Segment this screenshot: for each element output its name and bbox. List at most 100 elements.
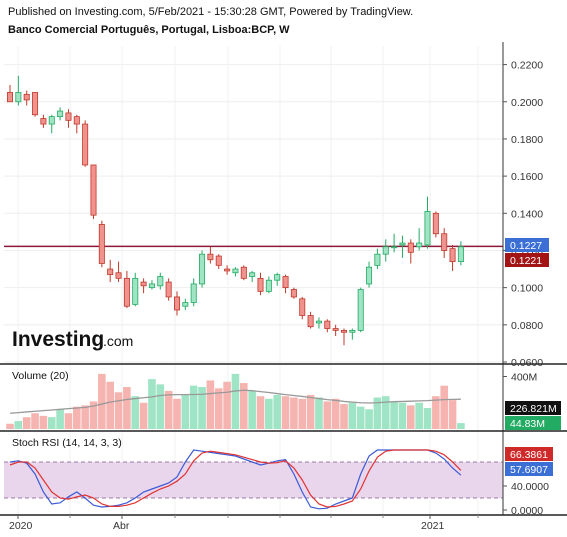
candle (315, 317, 322, 329)
volume-bar (181, 394, 190, 429)
candle (132, 272, 139, 307)
rsi-tag (505, 462, 553, 476)
candle (340, 328, 347, 346)
candle-body (224, 268, 231, 272)
candle-body (107, 268, 114, 276)
price-tick-label: 0.0800 (511, 320, 543, 332)
volume-bar (432, 396, 440, 429)
candle (240, 265, 247, 281)
volume-bar (373, 397, 382, 429)
candle (123, 270, 130, 309)
price-tag-label: 0.1227 (510, 240, 542, 252)
volume-bar (323, 401, 332, 429)
candle (274, 272, 281, 286)
price-tick-label: 0.1600 (511, 171, 543, 183)
candle (82, 120, 89, 167)
candle (40, 114, 47, 128)
volume-bar (14, 421, 23, 429)
volume-bar (123, 387, 131, 429)
price-tick-label: 0.1400 (511, 208, 543, 220)
price-tag (505, 238, 549, 252)
volume-bar (231, 373, 240, 429)
volume-tag-label: 226.821M (510, 403, 557, 415)
candle-body (140, 281, 147, 287)
volume-bar (173, 398, 181, 429)
volume-bar (156, 384, 165, 429)
volume-bar (331, 398, 340, 429)
volume-title: Volume (20) (12, 370, 69, 382)
candle (299, 296, 306, 320)
volume-bar (356, 406, 365, 429)
volume-bar (131, 396, 140, 429)
time-tick-label: Abr (113, 520, 130, 532)
price-axis: 0.22000.20000.18000.16000.14000.12000.10… (503, 60, 561, 517)
candle (424, 196, 431, 249)
candle-body (332, 328, 339, 331)
price-pane (4, 75, 503, 346)
logo-brand: Investing (12, 328, 104, 351)
volume-bar (365, 409, 373, 429)
rsi-k-line (9, 449, 462, 510)
candle-body (207, 253, 214, 261)
candle-body (432, 212, 439, 235)
candle (65, 109, 72, 128)
candle (199, 250, 206, 288)
candle-body (123, 277, 130, 307)
price-tick-label: 0.1800 (511, 134, 543, 146)
candle-body (182, 302, 189, 307)
candle-body (399, 242, 406, 246)
publish-info: Published on Investing.com, 5/Feb/2021 -… (8, 6, 414, 18)
candle (73, 114, 80, 134)
candle-body (374, 253, 381, 266)
volume-bar (423, 408, 432, 429)
volume-bar (31, 413, 39, 429)
candle-body (391, 246, 398, 249)
volume-bar (440, 385, 448, 429)
candle (357, 287, 364, 333)
candle (374, 248, 381, 270)
candle (290, 287, 297, 299)
rsi-tag-label: 57.6907 (510, 464, 548, 476)
volume-tag (505, 401, 561, 415)
volume-bar (148, 379, 156, 429)
candle (265, 276, 272, 294)
rsi-tag (505, 447, 553, 461)
candle-body (324, 320, 331, 329)
volume-bar (457, 423, 465, 429)
candle-body (15, 92, 22, 103)
candle (7, 85, 13, 103)
candle (441, 228, 448, 258)
volume-bar (106, 381, 114, 429)
price-tick-label: 0.0600 (511, 357, 543, 369)
volume-bar (290, 397, 298, 429)
candle (257, 272, 264, 296)
volume-bar (223, 381, 231, 429)
candle-body (416, 242, 423, 248)
candle (173, 291, 180, 316)
volume-bar (198, 387, 206, 429)
candle-body (315, 320, 322, 324)
candle-body (65, 112, 72, 121)
volume-bar (390, 401, 398, 429)
volume-bar (139, 402, 148, 429)
volume-bar (164, 390, 173, 429)
candle (115, 261, 122, 283)
time-axis: 2020 Abr 2021 (9, 515, 479, 532)
volume-bar (214, 388, 223, 429)
candle (32, 92, 39, 117)
candle-body (407, 242, 414, 253)
volume-bar (73, 406, 81, 429)
candle (366, 261, 373, 288)
pane-separators (0, 42, 567, 516)
candle-body (73, 116, 80, 125)
candle-body (57, 110, 64, 118)
candle (15, 75, 22, 106)
volume-bar (56, 409, 64, 429)
volume-bar (265, 398, 273, 429)
candle (148, 280, 155, 290)
price-tag-label: 0.1221 (510, 255, 542, 267)
volume-bar (98, 373, 106, 429)
volume-bar (47, 417, 56, 429)
volume-bar (189, 385, 198, 429)
candle-body (190, 283, 197, 303)
